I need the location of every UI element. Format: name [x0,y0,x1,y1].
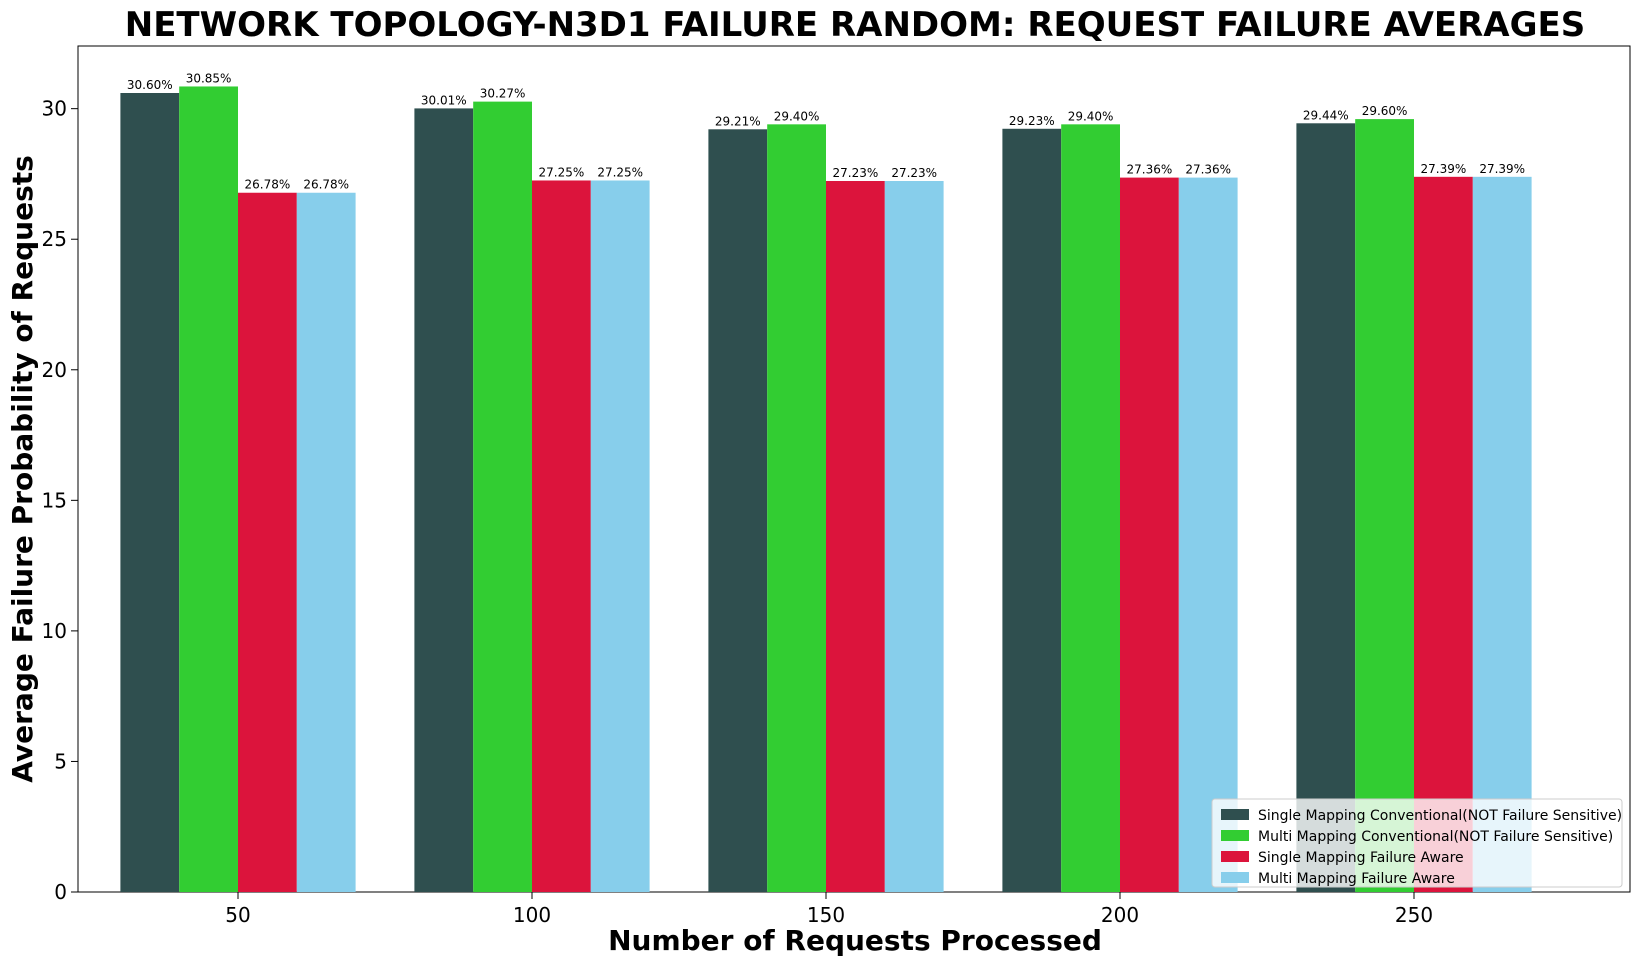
legend-label-series-1: Single Mapping Conventional(NOT Failure … [1258,808,1622,824]
legend-swatch-series-4 [1221,872,1249,883]
y-tick-label-15: 15 [42,488,67,512]
legend-box [1211,798,1623,888]
y-tick-label-0: 0 [54,880,67,904]
data-label-150-series-2: 29.40% [774,109,820,123]
x-axis-label: Number of Requests Processed [608,924,1102,957]
data-label-100-series-2: 30.27% [480,87,526,101]
y-tick-label-30: 30 [42,97,67,121]
bar-100-series-2 [473,101,532,892]
bar-50-series-4 [296,192,356,892]
x-axis: 50 100 150 200 250 [225,892,1433,927]
x-tick-label-100: 100 [513,903,551,927]
y-axis: 0 5 10 15 20 25 30 [42,97,78,904]
data-labels-group: 30.60% 30.85% 26.78% 26.78% 30.01% 30.27% 27.2… [127,71,1525,191]
x-tick-label-50: 50 [225,903,250,927]
legend-swatch-series-2 [1221,830,1249,841]
bar-200-series-2 [1061,124,1120,893]
plot-area: 30.60% 30.85% 26.78% 26.78% 30.01% 30.27% 27.2… [42,45,1631,927]
data-label-50-series-3: 26.78% [245,178,291,192]
bars-group [120,86,1532,893]
data-label-150-series-1: 29.21% [715,114,761,128]
data-label-150-series-4: 27.23% [891,166,937,180]
data-label-200-series-4: 27.36% [1185,163,1231,177]
x-tick-label-200: 200 [1101,903,1139,927]
data-label-250-series-2: 29.60% [1362,104,1408,118]
chart-title: NETWORK TOPOLOGY-N3D1 FAILURE RANDOM: RE… [125,5,1586,45]
legend-label-series-3: Single Mapping Failure Aware [1258,850,1464,866]
data-label-100-series-1: 30.01% [421,93,467,107]
data-label-200-series-3: 27.36% [1127,163,1173,177]
data-label-50-series-4: 26.78% [303,178,349,192]
bar-250-series-3 [1414,176,1473,893]
bar-150-series-3 [826,180,885,892]
bar-200-series-3 [1120,177,1179,893]
data-label-50-series-1: 30.60% [127,78,173,92]
y-tick-label-25: 25 [42,227,67,251]
data-label-100-series-3: 27.25% [539,165,585,179]
data-label-250-series-4: 27.39% [1479,162,1525,176]
data-label-200-series-1: 29.23% [1009,114,1055,128]
bar-250-series-4 [1472,176,1532,893]
data-label-250-series-1: 29.44% [1303,108,1349,122]
x-tick-label-150: 150 [807,903,845,927]
bar-50-series-2 [179,86,238,892]
legend-label-series-4: Multi Mapping Failure Aware [1258,871,1455,887]
legend-swatch-series-1 [1221,809,1249,820]
legend: Single Mapping Conventional(NOT Failure … [1211,798,1623,888]
data-label-200-series-2: 29.40% [1068,109,1114,123]
legend-label-series-2: Multi Mapping Conventional(NOT Failure S… [1258,829,1613,845]
bar-150-series-1 [708,129,768,893]
legend-swatch-series-3 [1221,851,1249,862]
bar-150-series-2 [767,124,826,893]
x-tick-label-250: 250 [1395,903,1433,927]
bar-100-series-3 [532,180,591,892]
y-tick-label-5: 5 [54,749,67,773]
data-label-100-series-4: 27.25% [597,165,643,179]
bar-100-series-1 [414,108,474,892]
bar-200-series-1 [1002,128,1062,892]
y-tick-label-10: 10 [42,619,67,643]
bar-150-series-4 [884,180,944,892]
bar-100-series-4 [590,180,650,892]
bar-50-series-3 [238,192,297,892]
bar-50-series-1 [120,93,180,892]
data-label-150-series-3: 27.23% [833,166,879,180]
data-label-50-series-2: 30.85% [186,71,232,85]
bar-250-series-1 [1296,123,1356,893]
y-tick-label-20: 20 [42,358,67,382]
data-label-250-series-3: 27.39% [1421,162,1467,176]
y-axis-label: Average Failure Probability of Requests [6,155,39,783]
bar-200-series-4 [1178,177,1238,893]
bar-250-series-2 [1355,119,1414,893]
